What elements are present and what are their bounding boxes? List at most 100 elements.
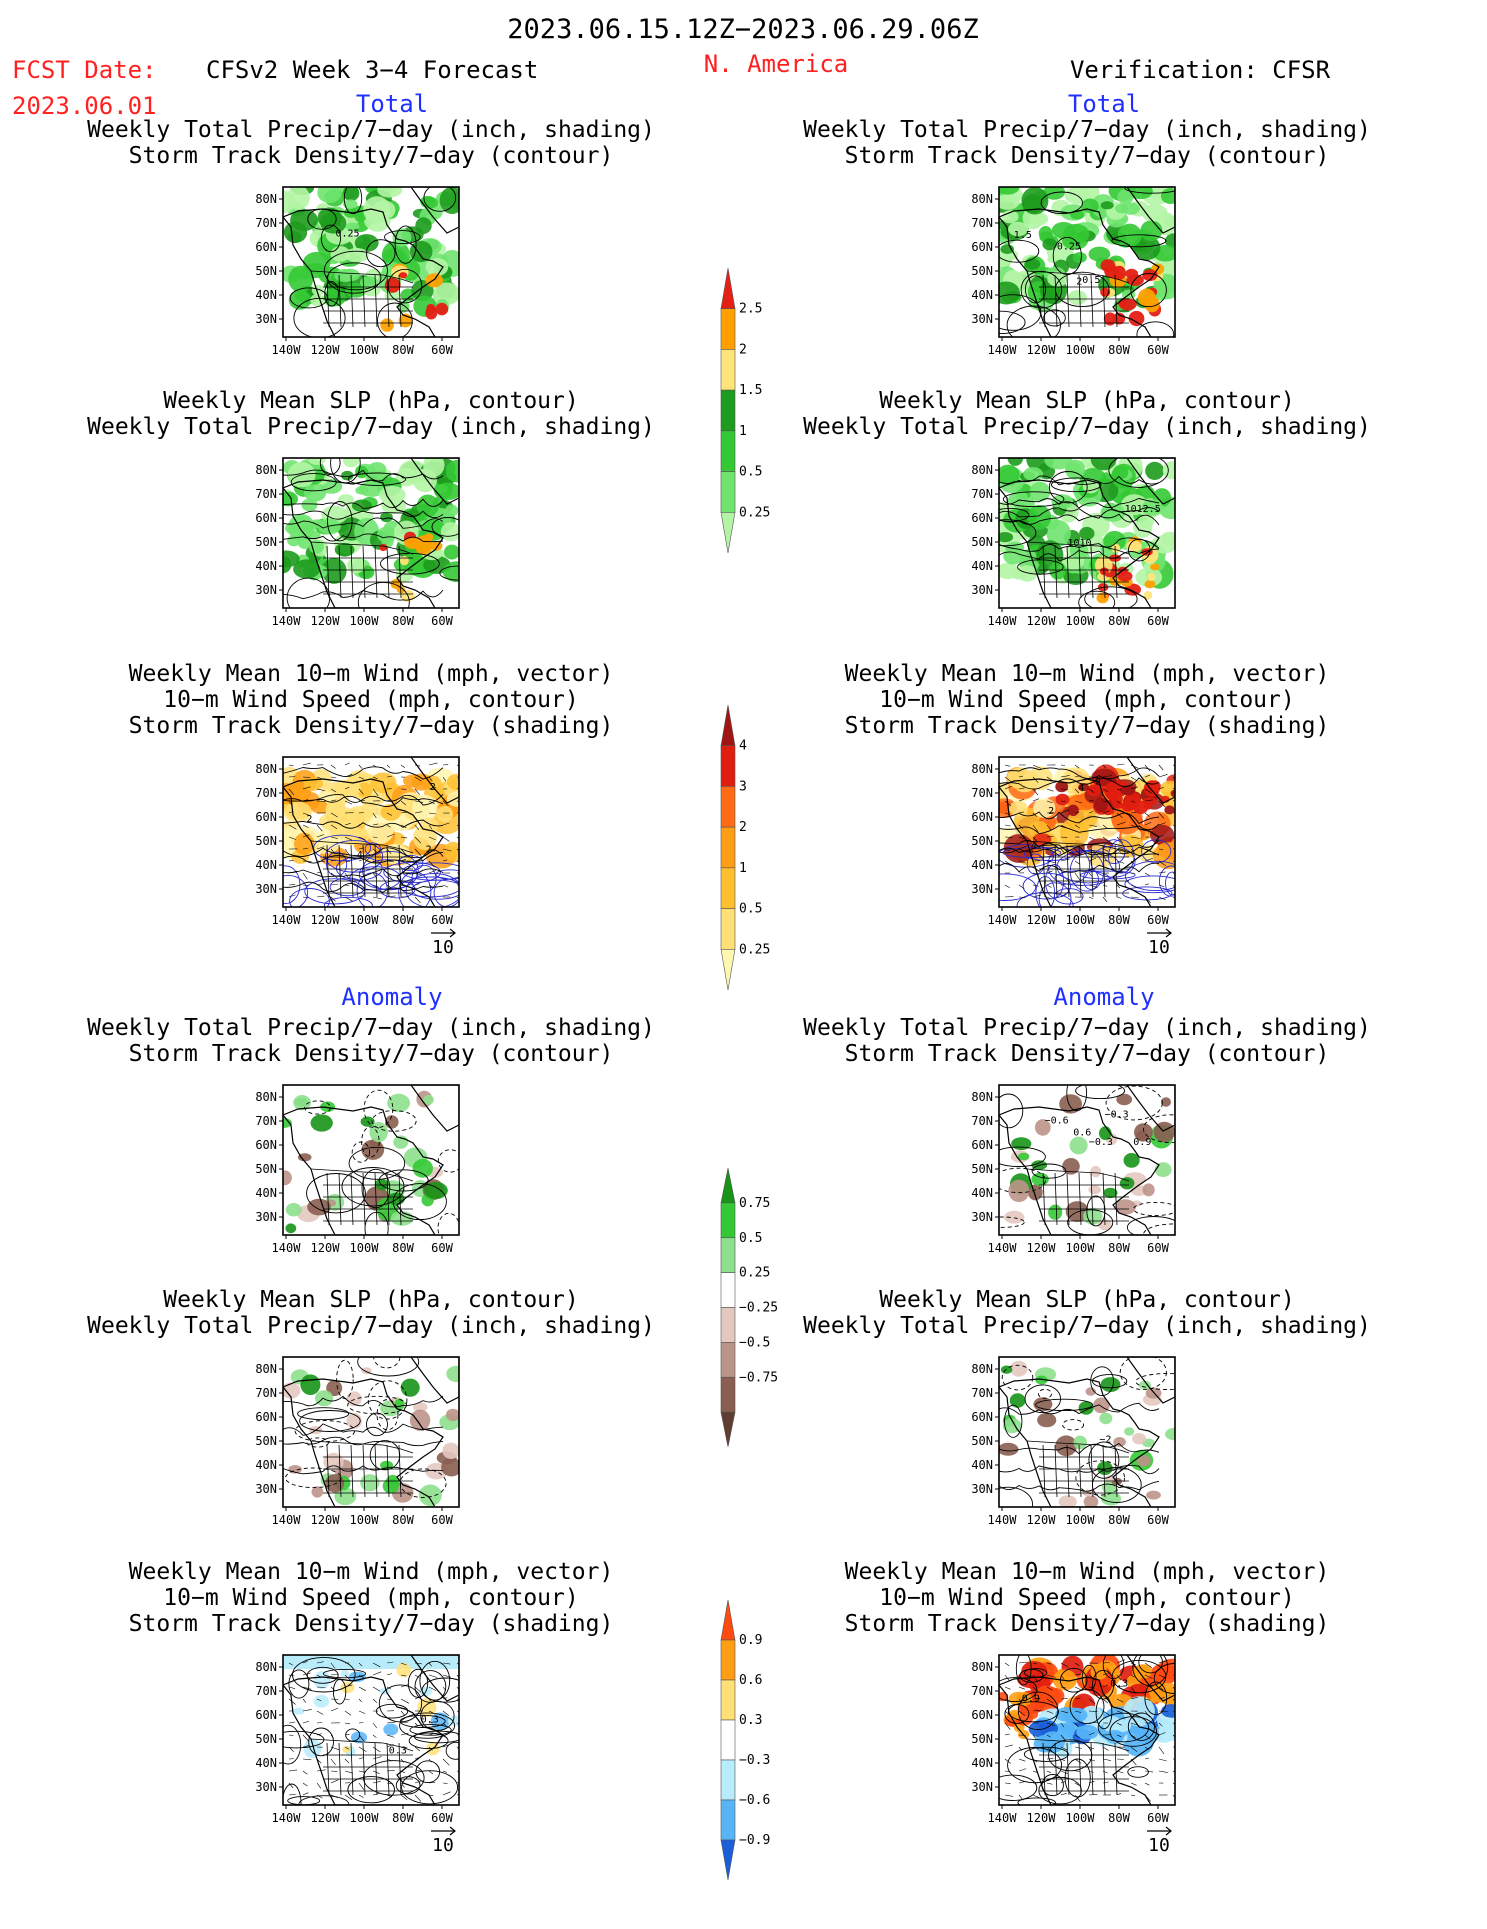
shading-cell — [1037, 1413, 1056, 1427]
shading-cell — [1068, 290, 1087, 305]
shading-cell — [1104, 265, 1118, 278]
lat-tick-label: 50N — [255, 264, 277, 278]
map-body: 0.25 — [273, 178, 468, 339]
shading-cell — [1056, 794, 1070, 806]
lon-tick-label: 80W — [1108, 1241, 1130, 1255]
shading-cell — [1115, 204, 1128, 214]
shading-cell — [1004, 1211, 1024, 1224]
forecast-anomaly-label: Anomaly — [341, 983, 442, 1011]
colorbar-tip — [721, 705, 735, 746]
shading-cell — [1132, 1433, 1146, 1444]
lon-tick-label: 100W — [350, 614, 380, 628]
map-body: 0.250.51.52 — [976, 179, 1188, 347]
shading-cell — [307, 1199, 331, 1216]
colorbar-label: 0.9 — [739, 1633, 762, 1648]
panel-title-line: Weekly Total Precip/7−day (inch, shading… — [87, 414, 655, 440]
lon-tick-label: 120W — [311, 1513, 341, 1527]
contour-label: −0.3 — [1105, 1110, 1129, 1121]
colorbar-label: 0.25 — [739, 942, 770, 957]
lat-tick-label: 50N — [971, 264, 993, 278]
lat-tick-label: 80N — [971, 192, 993, 206]
vector-reference-label: 10 — [1148, 1835, 1170, 1856]
shading-cell — [383, 1724, 398, 1736]
lon-tick-label: 140W — [988, 1513, 1018, 1527]
shading-cell — [1140, 220, 1162, 241]
colorbar-segment — [721, 1800, 735, 1840]
shading-cell — [447, 791, 468, 806]
lat-tick-label: 80N — [255, 1660, 277, 1674]
shading-cell — [379, 544, 387, 551]
shading-cell — [1118, 300, 1127, 306]
map-body — [281, 1346, 467, 1507]
colorbar-tip — [721, 268, 735, 309]
colorbar-segment — [721, 827, 735, 868]
shading-cell — [1068, 805, 1079, 816]
contour-label: 2 — [1048, 806, 1054, 817]
panel-title-line: Storm Track Density/7−day (contour) — [129, 143, 614, 169]
panel-title-line: Storm Track Density/7−day (shading) — [129, 713, 614, 739]
panel-title-line: Weekly Mean 10−m Wind (mph, vector) — [129, 661, 614, 687]
lat-tick-label: 80N — [971, 463, 993, 477]
lat-tick-label: 50N — [971, 1434, 993, 1448]
lat-tick-label: 60N — [971, 511, 993, 525]
shading-cell — [1150, 564, 1160, 571]
colorbar-label: 0.25 — [739, 505, 770, 520]
lat-tick-label: 50N — [971, 535, 993, 549]
colorbar-precip-total: 2.521.510.50.25 — [721, 268, 770, 553]
shading-cell — [293, 1708, 305, 1715]
map-body: −2 — [984, 1355, 1200, 1522]
shading-cell — [1161, 188, 1180, 204]
contour-label: 0.3 — [1110, 1678, 1128, 1689]
lat-tick-label: 50N — [971, 1162, 993, 1176]
lat-tick-label: 70N — [255, 786, 277, 800]
colorbar-tip — [721, 512, 735, 553]
lat-tick-label: 60N — [971, 810, 993, 824]
shading-cell — [1090, 1166, 1101, 1177]
colorbar-label: 2 — [739, 820, 747, 835]
lat-tick-label: 80N — [255, 762, 277, 776]
contour-label: 1012.5 — [1125, 504, 1161, 515]
lat-tick-label: 40N — [255, 1458, 277, 1472]
colorbar-tip — [721, 1600, 735, 1640]
lat-tick-label: 60N — [971, 1708, 993, 1722]
colorbar-segment — [721, 1203, 735, 1238]
lon-tick-label: 140W — [988, 614, 1018, 628]
colorbar-segment — [721, 390, 735, 431]
shading-cell — [399, 272, 407, 278]
lat-tick-label: 30N — [971, 1780, 993, 1794]
shading-cell — [434, 483, 461, 501]
lat-tick-label: 70N — [255, 1684, 277, 1698]
colorbar-label: 0.25 — [739, 1266, 770, 1281]
lon-tick-label: 80W — [1108, 913, 1130, 927]
contour-label: 0.25 — [1057, 241, 1081, 252]
panel-title-line: Weekly Mean 10−m Wind (mph, vector) — [845, 661, 1330, 687]
colorbar-segment — [721, 1640, 735, 1680]
panel-title-line: Weekly Mean SLP (hPa, contour) — [163, 1287, 578, 1313]
colorbar-label: 0.5 — [739, 902, 762, 917]
shading-cell — [1010, 1361, 1027, 1377]
lat-tick-label: 30N — [255, 312, 277, 326]
colorbar-tip — [721, 1168, 735, 1203]
panel-title-line: Storm Track Density/7−day (contour) — [845, 1041, 1330, 1067]
lat-tick-label: 70N — [255, 1114, 277, 1128]
lat-tick-label: 40N — [255, 1186, 277, 1200]
colorbar-label: −0.75 — [739, 1370, 778, 1385]
shading-cell — [287, 535, 301, 546]
lat-tick-label: 80N — [971, 762, 993, 776]
lon-tick-label: 60W — [1147, 1513, 1169, 1527]
lat-tick-label: 40N — [255, 858, 277, 872]
lat-tick-label: 80N — [971, 1660, 993, 1674]
shading-cell — [1111, 544, 1120, 553]
vector-reference-label: 10 — [1148, 937, 1170, 958]
shading-cell — [1018, 1153, 1029, 1161]
shading-cell — [440, 187, 465, 214]
lon-tick-label: 100W — [1066, 1241, 1096, 1255]
lat-tick-label: 80N — [255, 192, 277, 206]
lon-tick-label: 60W — [1147, 1241, 1169, 1255]
colorbar-segment — [721, 472, 735, 513]
shading-cell — [1091, 448, 1117, 470]
fcst-date-value: 2023.06.01 — [12, 92, 157, 120]
shading-cell — [1129, 1684, 1147, 1698]
